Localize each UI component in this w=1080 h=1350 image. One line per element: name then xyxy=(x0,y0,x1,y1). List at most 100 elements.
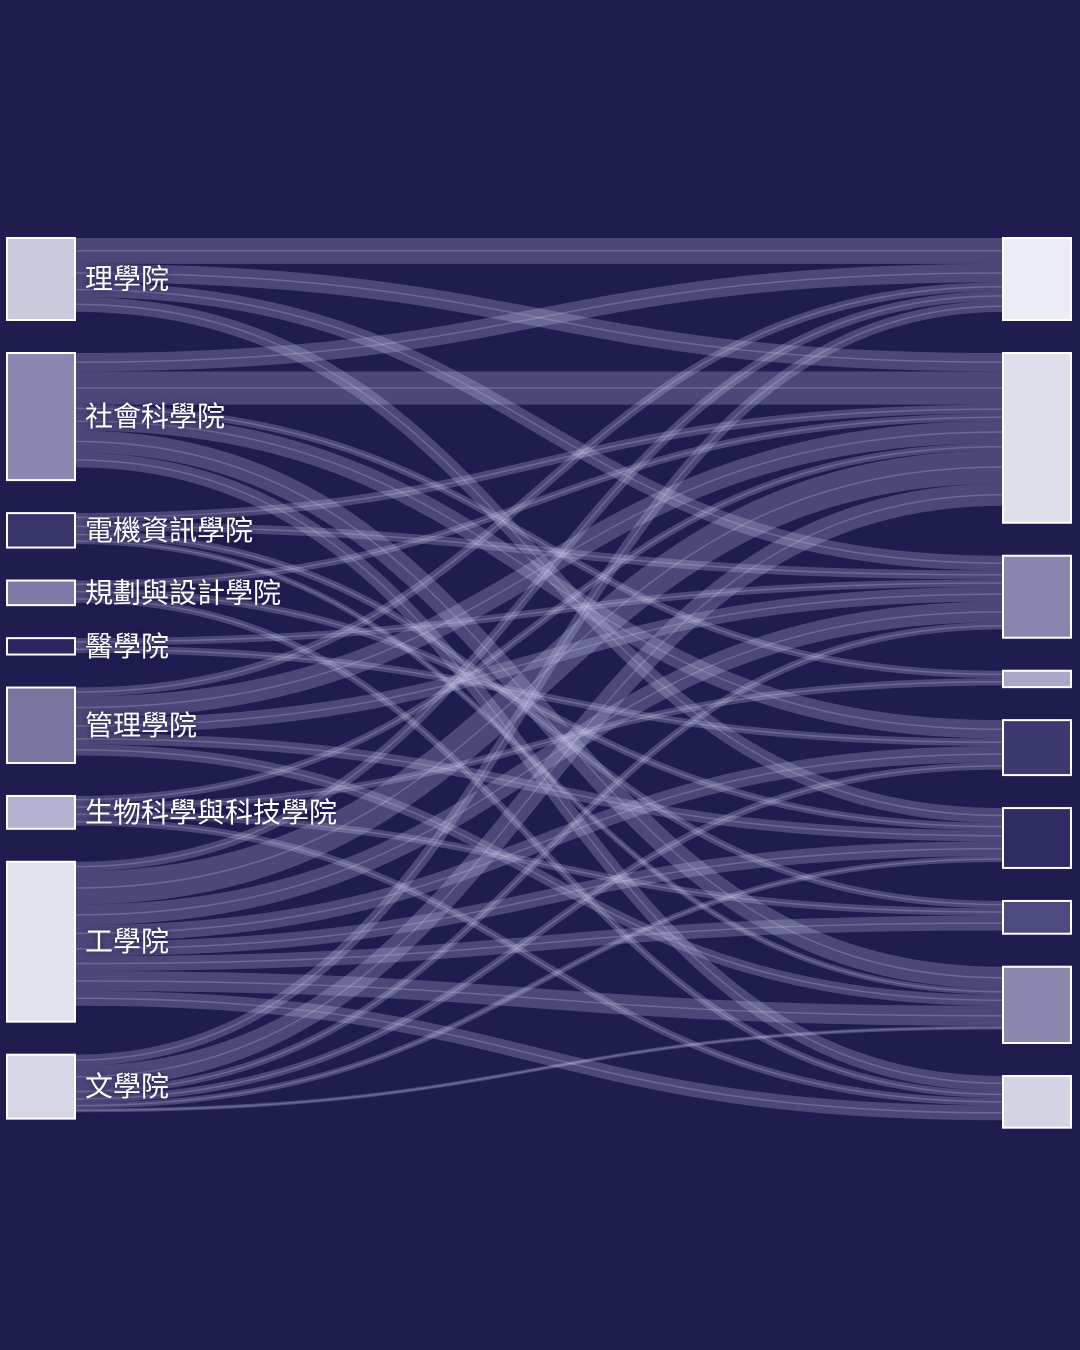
sankey-link xyxy=(74,263,1004,372)
source-node-label: 生物科學與科技學院 xyxy=(85,796,337,829)
sankey-link xyxy=(74,282,1004,571)
target-node xyxy=(1002,719,1072,777)
sankey-link-highlight xyxy=(74,408,1004,519)
sankey-link xyxy=(74,622,1004,1096)
sankey-link xyxy=(74,971,1004,1026)
sankey-link xyxy=(74,645,1004,746)
sankey-link xyxy=(74,291,1004,872)
sankey-link-highlight xyxy=(74,445,1004,801)
source-node xyxy=(6,579,76,607)
target-node xyxy=(1002,669,1072,689)
sankey-link xyxy=(74,413,1004,588)
source-node-label: 醫學院 xyxy=(85,630,169,663)
sankey-link-highlight xyxy=(74,431,1004,709)
sankey-link xyxy=(74,530,1004,909)
source-node-label: 文學院 xyxy=(85,1070,169,1103)
sankey-link-highlight xyxy=(74,980,1004,1017)
sankey-link xyxy=(74,733,1004,842)
sankey-link xyxy=(74,404,1004,679)
sankey-link-highlight xyxy=(74,611,1004,916)
sankey-link-highlight xyxy=(74,272,1004,363)
sankey-link xyxy=(74,579,1004,646)
sankey-link-highlight xyxy=(74,303,1004,817)
sankey-link xyxy=(74,595,1004,1099)
sankey-link-highlight xyxy=(74,459,1004,1085)
target-node xyxy=(1002,899,1072,935)
sankey-link-highlight xyxy=(74,738,1004,837)
sankey-link xyxy=(74,678,1004,811)
source-node-group xyxy=(6,237,76,1120)
sankey-link-highlight xyxy=(74,821,1004,1103)
source-node-label: 規劃與設計學院 xyxy=(85,576,281,609)
sankey-link xyxy=(74,1025,1004,1113)
sankey-link-highlight xyxy=(74,1026,1004,1112)
sankey-link xyxy=(74,810,1004,916)
sankey-link xyxy=(74,587,1004,831)
sankey-link xyxy=(74,990,1004,1121)
sankey-link xyxy=(74,300,1004,1066)
sankey-link-highlight xyxy=(74,416,1004,585)
sankey-link xyxy=(74,263,1004,372)
source-node xyxy=(6,237,76,321)
sankey-link-highlight xyxy=(74,598,1004,1096)
sankey-link xyxy=(74,297,1004,823)
sankey-link-highlight xyxy=(74,847,1004,950)
sankey-link-highlight xyxy=(74,305,1004,1061)
sankey-link-highlight xyxy=(74,922,1004,965)
source-node xyxy=(6,1053,76,1120)
sankey-link xyxy=(74,521,1004,580)
source-node xyxy=(6,860,76,1023)
sankey-link xyxy=(74,915,1004,972)
sankey-link-highlight xyxy=(74,648,1004,744)
sankey-link-highlight xyxy=(74,272,1004,363)
sankey-link-highlight xyxy=(74,440,1004,979)
link-group xyxy=(74,238,1004,1121)
sankey-link xyxy=(74,856,1004,1109)
sankey-link-highlight xyxy=(74,533,1004,906)
sankey-link-highlight xyxy=(74,753,1004,935)
sankey-link-highlight xyxy=(74,593,1004,727)
sankey-link xyxy=(74,430,1004,989)
sankey-link xyxy=(74,420,1004,719)
sankey-link xyxy=(74,282,1004,697)
sankey-link xyxy=(74,586,1004,734)
sankey-link-highlight xyxy=(74,407,1004,676)
sankey-link xyxy=(74,452,1004,1091)
sankey-link-highlight xyxy=(74,525,1004,576)
sankey-link xyxy=(74,443,1004,804)
sankey-link-highlight xyxy=(74,288,1004,564)
sankey-link-highlight xyxy=(74,540,1004,993)
sankey-link xyxy=(74,404,1004,522)
sankey-link-highlight xyxy=(74,466,1004,889)
source-node-label: 理學院 xyxy=(85,263,169,296)
sankey-link xyxy=(74,483,1004,1088)
sankey-link xyxy=(74,412,1004,739)
sankey-link-highlight xyxy=(74,997,1004,1114)
sankey-link-highlight xyxy=(74,625,1004,1093)
source-node xyxy=(6,512,76,549)
sankey-link-highlight xyxy=(74,295,1004,868)
source-node xyxy=(6,794,76,830)
target-node xyxy=(1002,1075,1072,1129)
source-node xyxy=(6,352,76,482)
sankey-link xyxy=(74,450,1004,905)
target-node xyxy=(1002,554,1072,639)
target-node-group xyxy=(1002,237,1072,1129)
sankey-link xyxy=(74,601,1004,926)
sankey-link xyxy=(74,818,1004,1106)
sankey-link xyxy=(74,841,1004,957)
sankey-link xyxy=(74,538,1004,995)
sankey-link-highlight xyxy=(74,749,1004,1002)
sankey-link-highlight xyxy=(74,285,1004,693)
source-node xyxy=(6,637,76,656)
source-node xyxy=(6,686,76,764)
sankey-link-highlight xyxy=(74,858,1004,1107)
target-node xyxy=(1002,352,1072,524)
label-group: 理學院社會科學院電機資訊學院規劃與設計學院醫學院管理學院生物科學與科技學院工學院… xyxy=(85,263,337,1104)
source-node-label: 社會科學院 xyxy=(85,400,225,433)
sankey-link-highlight xyxy=(74,813,1004,913)
sankey-link xyxy=(74,744,1004,1006)
sankey-link-highlight xyxy=(74,590,1004,828)
sankey-link-highlight xyxy=(74,681,1004,808)
